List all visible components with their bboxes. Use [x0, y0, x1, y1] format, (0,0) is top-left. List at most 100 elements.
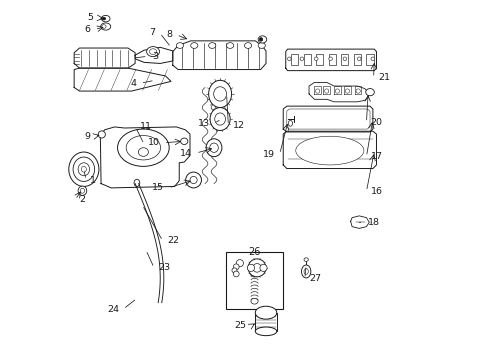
Bar	[225, 252, 282, 309]
Ellipse shape	[73, 157, 94, 181]
Text: 5: 5	[87, 13, 93, 22]
Ellipse shape	[300, 57, 303, 60]
Text: 18: 18	[367, 218, 379, 227]
Polygon shape	[74, 48, 135, 68]
Ellipse shape	[304, 269, 308, 274]
Text: 1: 1	[90, 176, 96, 185]
Bar	[290, 54, 298, 65]
Polygon shape	[100, 127, 190, 188]
Text: 10: 10	[147, 138, 159, 147]
Text: 17: 17	[370, 152, 382, 161]
Text: 11: 11	[140, 122, 151, 131]
Text: 15: 15	[152, 183, 164, 192]
Ellipse shape	[233, 264, 239, 270]
Ellipse shape	[185, 172, 201, 188]
Ellipse shape	[252, 264, 261, 272]
Ellipse shape	[328, 57, 332, 60]
Ellipse shape	[209, 143, 218, 152]
Polygon shape	[350, 216, 368, 228]
Ellipse shape	[102, 17, 105, 20]
Text: 2: 2	[80, 195, 85, 204]
Text: 19: 19	[263, 150, 275, 159]
Ellipse shape	[259, 38, 262, 41]
Text: 25: 25	[234, 321, 246, 330]
Text: 4: 4	[130, 79, 136, 88]
Ellipse shape	[244, 42, 251, 48]
Ellipse shape	[250, 270, 258, 277]
Text: 23: 23	[158, 264, 170, 273]
Ellipse shape	[301, 265, 310, 278]
Ellipse shape	[287, 57, 290, 60]
Bar	[366, 54, 373, 65]
Ellipse shape	[210, 108, 230, 131]
Bar	[341, 54, 348, 65]
Ellipse shape	[149, 49, 156, 54]
Bar	[255, 313, 276, 331]
Text: 14: 14	[180, 149, 191, 158]
Text: 6: 6	[84, 25, 90, 34]
Text: 24: 24	[107, 305, 119, 314]
Text: 7: 7	[149, 28, 155, 37]
Polygon shape	[308, 82, 367, 102]
Ellipse shape	[295, 136, 363, 165]
Ellipse shape	[176, 42, 183, 48]
Ellipse shape	[314, 57, 317, 60]
Text: 12: 12	[232, 121, 244, 130]
Ellipse shape	[78, 186, 86, 195]
Text: 3: 3	[152, 52, 158, 61]
Ellipse shape	[231, 268, 237, 273]
Ellipse shape	[247, 259, 265, 277]
Ellipse shape	[101, 15, 110, 22]
Polygon shape	[283, 131, 376, 168]
Bar	[328, 54, 335, 65]
Ellipse shape	[247, 264, 254, 271]
Ellipse shape	[117, 129, 169, 166]
Ellipse shape	[258, 36, 266, 43]
Ellipse shape	[355, 89, 360, 93]
Polygon shape	[344, 86, 350, 94]
Text: 13: 13	[197, 119, 209, 128]
Ellipse shape	[233, 271, 239, 277]
Ellipse shape	[134, 179, 140, 186]
Ellipse shape	[208, 42, 215, 48]
Ellipse shape	[324, 89, 328, 93]
Ellipse shape	[260, 264, 266, 271]
Polygon shape	[286, 109, 369, 129]
Ellipse shape	[138, 148, 148, 156]
Ellipse shape	[81, 166, 86, 172]
Ellipse shape	[255, 306, 276, 319]
Polygon shape	[74, 68, 171, 91]
Ellipse shape	[126, 135, 160, 160]
Polygon shape	[354, 86, 361, 94]
Ellipse shape	[335, 89, 339, 93]
Ellipse shape	[345, 89, 349, 93]
Polygon shape	[314, 86, 320, 94]
Ellipse shape	[370, 57, 374, 60]
Ellipse shape	[98, 131, 105, 138]
Text: 8: 8	[166, 30, 172, 39]
Ellipse shape	[180, 138, 187, 144]
Ellipse shape	[236, 260, 243, 267]
Ellipse shape	[255, 327, 276, 336]
Ellipse shape	[304, 258, 308, 261]
Polygon shape	[323, 86, 329, 94]
Ellipse shape	[357, 57, 360, 60]
Polygon shape	[333, 86, 340, 94]
Bar	[353, 54, 360, 65]
Ellipse shape	[80, 188, 84, 193]
Ellipse shape	[287, 121, 292, 126]
Ellipse shape	[190, 42, 198, 48]
Ellipse shape	[208, 80, 231, 108]
Ellipse shape	[258, 42, 265, 48]
Polygon shape	[285, 49, 376, 71]
Ellipse shape	[206, 139, 222, 157]
Text: 26: 26	[248, 247, 260, 257]
Ellipse shape	[214, 113, 225, 125]
Ellipse shape	[69, 152, 99, 186]
Text: 27: 27	[308, 274, 321, 283]
Text: 22: 22	[167, 237, 179, 246]
Ellipse shape	[78, 163, 89, 176]
Ellipse shape	[146, 46, 159, 57]
Ellipse shape	[315, 89, 319, 93]
Bar	[303, 54, 310, 65]
